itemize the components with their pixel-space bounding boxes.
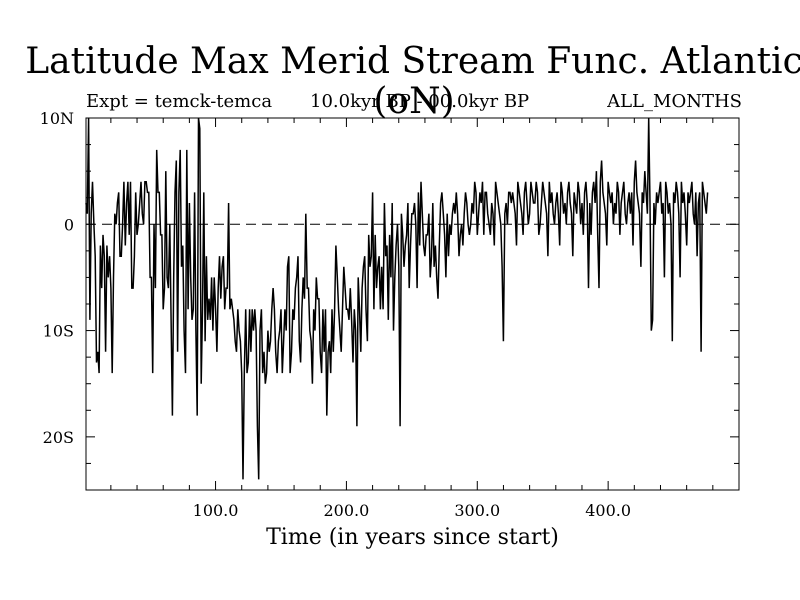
plot-frame — [85, 117, 740, 491]
months-label: ALL_MONTHS — [607, 91, 742, 112]
y-tick-label: 10N — [40, 109, 74, 128]
y-tick-label: 20S — [43, 428, 74, 447]
tick-labels: 100.0 200.0 300.0 400.0 10N 0 10S 20S — [40, 109, 631, 520]
x-tick-label: 400.0 — [585, 501, 631, 520]
x-tick-label: 300.0 — [454, 501, 500, 520]
x-axis-label: Time (in years since start) — [266, 525, 559, 550]
experiment-label: Expt = temck-temca — [86, 91, 273, 112]
series-line — [85, 117, 709, 480]
x-tick-label: 100.0 — [193, 501, 239, 520]
y-tick-label: 10S — [43, 322, 74, 341]
chart-title: Latitude Max Merid Stream Func. Atlantic… — [25, 41, 800, 122]
x-tick-label: 200.0 — [324, 501, 370, 520]
y-tick-label: 0 — [64, 215, 74, 234]
period-label: 10.0kyr BP - 00.0kyr BP — [310, 91, 530, 112]
